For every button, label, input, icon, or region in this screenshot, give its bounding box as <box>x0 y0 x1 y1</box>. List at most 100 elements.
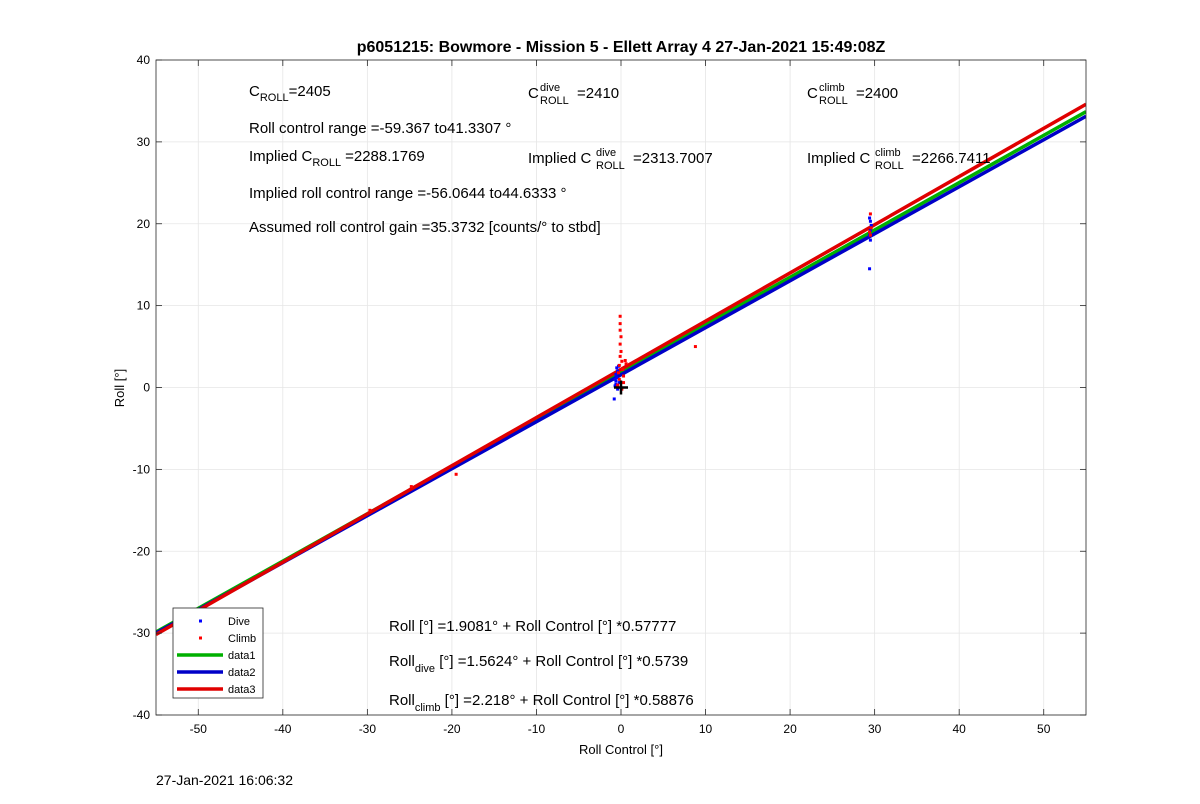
x-tick-label: -30 <box>359 722 377 736</box>
point-dive <box>868 238 872 242</box>
point-dive <box>869 223 873 227</box>
y-tick-label: -30 <box>133 626 151 640</box>
annotation-implied-dive-sub: ROLL <box>596 160 625 172</box>
point-climb <box>693 345 697 349</box>
point-climb <box>618 354 622 358</box>
x-tick-label: 30 <box>868 722 882 736</box>
annotation-c-roll-dive-base: C <box>528 85 539 102</box>
point-dive <box>612 397 616 401</box>
origin-marker <box>614 380 628 395</box>
annotation-c-roll-dive: C dive ROLL =2410 <box>528 82 619 107</box>
annotation-c-roll-climb-base: C <box>807 85 818 102</box>
chart-title: p6051215: Bowmore - Mission 5 - Ellett A… <box>357 39 886 56</box>
point-climb <box>619 349 623 353</box>
legend-label-data3: data3 <box>228 684 256 696</box>
point-climb <box>868 230 872 234</box>
legend-box <box>172 607 264 699</box>
x-tick-label: 40 <box>953 722 967 736</box>
y-tick-label: 0 <box>143 381 150 395</box>
y-tick-label: -20 <box>133 544 151 558</box>
fit-lines <box>156 102 1086 636</box>
annotation-implied-climb-sup: climb <box>875 147 901 159</box>
annotation-fit-all: Roll [°] =1.9081° + Roll Control [°] *0.… <box>389 618 676 635</box>
x-tick-label: -40 <box>274 722 292 736</box>
annotation-roll-control-range: Roll control range =-59.367 to41.3307 ° <box>249 120 511 137</box>
point-climb <box>616 383 620 387</box>
point-dive <box>868 228 872 232</box>
footer-timestamp: 27-Jan-2021 16:06:32 <box>156 772 293 788</box>
annotation-implied-c-roll-climb: Implied C climb ROLL =2266.7411 <box>807 147 991 172</box>
point-climb <box>618 342 622 346</box>
point-dive <box>614 382 618 386</box>
annotation-c-roll-dive-sub: ROLL <box>540 95 569 107</box>
point-dive <box>613 384 617 388</box>
point-climb <box>619 335 623 339</box>
annotation-implied-dive-prefix: Implied C <box>528 150 592 167</box>
x-tick-label: -10 <box>528 722 546 736</box>
y-tick-label: 10 <box>137 299 151 313</box>
point-dive <box>614 372 618 376</box>
point-climb <box>618 314 622 318</box>
annotation-c-roll-dive-value: =2410 <box>577 85 619 102</box>
annotation-fit-dive: Rolldive [°] =1.5624° + Roll Control [°]… <box>389 653 688 675</box>
legend: Dive Climb data1 data2 data3 <box>172 607 264 699</box>
legend-label-dive: Dive <box>228 616 250 628</box>
point-climb <box>368 508 372 512</box>
point-dive <box>617 381 621 385</box>
point-climb <box>618 328 622 332</box>
x-tick-label: 50 <box>1037 722 1051 736</box>
point-dive <box>868 219 872 223</box>
point-climb <box>868 212 872 216</box>
point-dive <box>615 366 619 370</box>
annotation-implied-dive-value: =2313.7007 <box>633 150 713 167</box>
y-axis-label: Roll [°] <box>112 369 127 407</box>
point-climb <box>617 377 621 381</box>
legend-swatch-climb <box>199 636 202 640</box>
point-dive <box>616 369 620 373</box>
point-climb <box>616 371 620 375</box>
y-tick-label: -40 <box>133 708 151 722</box>
annotation-c-roll-climb: C climb ROLL =2400 <box>807 82 898 107</box>
point-dive <box>868 216 872 220</box>
point-climb <box>622 374 626 378</box>
annotation-c-roll-dive-sup: dive <box>540 82 560 94</box>
annotation-implied-climb-prefix: Implied C <box>807 150 871 167</box>
annotation-fit-climb: Rollclimb [°] =2.218° + Roll Control [°]… <box>389 692 694 714</box>
x-axis-label: Roll Control [°] <box>579 742 663 757</box>
point-dive <box>868 267 872 271</box>
point-climb <box>618 322 622 326</box>
legend-label-data2: data2 <box>228 667 256 679</box>
x-tick-label: 0 <box>618 722 625 736</box>
point-dive <box>613 377 617 381</box>
point-climb <box>868 233 872 237</box>
point-climb <box>621 367 625 371</box>
x-tick-label: 10 <box>699 722 713 736</box>
legend-label-climb: Climb <box>228 633 256 645</box>
point-dive <box>616 387 620 391</box>
point-climb <box>623 358 627 362</box>
x-tick-label: -50 <box>190 722 208 736</box>
fit-line-data3 <box>156 102 1086 636</box>
point-climb <box>617 363 621 367</box>
annotation-implied-c-roll: Implied CROLL =2288.1769 <box>249 148 425 169</box>
axis-ticks: -50 -40 -30 -20 -10 0 10 20 30 40 50 -40 -30 -20 -10 0 1… <box>133 53 1086 736</box>
y-tick-label: -10 <box>133 462 151 476</box>
annotation-implied-climb-sub: ROLL <box>875 160 904 172</box>
y-tick-label: 30 <box>137 135 151 149</box>
annotation-implied-dive-sup: dive <box>596 147 616 159</box>
point-dive <box>614 379 618 383</box>
annotation-c-roll-climb-sub: ROLL <box>819 95 848 107</box>
annotation-assumed-gain: Assumed roll control gain =35.3732 [coun… <box>249 219 601 236</box>
annotation-implied-roll-range: Implied roll control range =-56.0644 to4… <box>249 185 566 202</box>
point-climb <box>454 472 458 476</box>
annotation-implied-c-roll-dive: Implied C dive ROLL =2313.7007 <box>528 147 713 172</box>
point-climb <box>620 359 624 363</box>
legend-swatch-dive <box>199 619 202 623</box>
point-dive <box>615 376 619 380</box>
x-tick-label: 20 <box>783 722 797 736</box>
annotation-c-roll-climb-value: =2400 <box>856 85 898 102</box>
legend-label-data1: data1 <box>228 650 256 662</box>
annotation-c-roll-climb-sup: climb <box>819 82 845 94</box>
point-climb <box>622 381 626 385</box>
